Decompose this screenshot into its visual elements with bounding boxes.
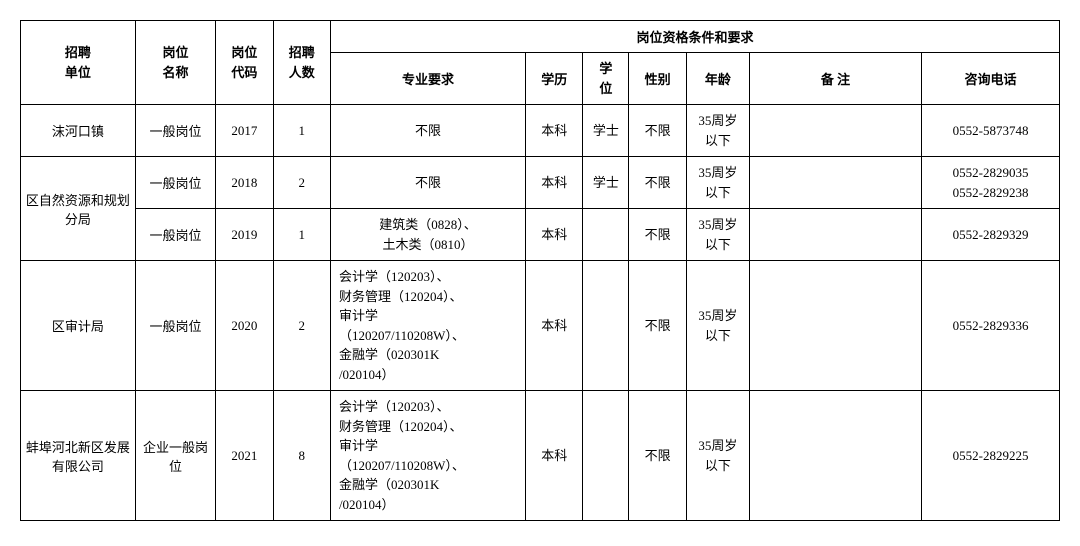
cell-posname: 一般岗位: [135, 105, 215, 157]
recruitment-table: 招聘 单位 岗位 名称 岗位 代码 招聘 人数 岗位资格条件和要求 专业要求 学…: [20, 20, 1060, 521]
cell-code: 2021: [216, 391, 273, 521]
cell-tel: 0552-2829329: [922, 209, 1060, 261]
cell-posname: 企业一般岗位: [135, 391, 215, 521]
cell-note: [749, 209, 921, 261]
cell-note: [749, 261, 921, 391]
header-edu: 学历: [526, 53, 583, 105]
header-degree: 学 位: [583, 53, 629, 105]
cell-note: [749, 105, 921, 157]
cell-posname: 一般岗位: [135, 261, 215, 391]
cell-degree: [583, 261, 629, 391]
cell-edu: 本科: [526, 391, 583, 521]
cell-unit: 区审计局: [21, 261, 136, 391]
cell-code: 2020: [216, 261, 273, 391]
cell-note: [749, 391, 921, 521]
cell-major: 建筑类（0828）、 土木类（0810）: [330, 209, 525, 261]
cell-degree: [583, 391, 629, 521]
header-unit: 招聘 单位: [21, 21, 136, 105]
cell-major: 会计学（120203）、 财务管理（120204）、 审计学 （120207/1…: [330, 261, 525, 391]
cell-code: 2017: [216, 105, 273, 157]
table-row: 沫河口镇一般岗位20171不限本科学士不限35周岁 以下0552-5873748: [21, 105, 1060, 157]
table-body: 沫河口镇一般岗位20171不限本科学士不限35周岁 以下0552-5873748…: [21, 105, 1060, 521]
cell-num: 1: [273, 209, 330, 261]
cell-unit: 蚌埠河北新区发展有限公司: [21, 391, 136, 521]
cell-age: 35周岁 以下: [686, 105, 749, 157]
table-row: 区审计局一般岗位20202会计学（120203）、 财务管理（120204）、 …: [21, 261, 1060, 391]
header-note: 备 注: [749, 53, 921, 105]
cell-posname: 一般岗位: [135, 209, 215, 261]
cell-major: 不限: [330, 157, 525, 209]
cell-edu: 本科: [526, 209, 583, 261]
cell-sex: 不限: [629, 157, 686, 209]
cell-age: 35周岁 以下: [686, 391, 749, 521]
cell-unit: 区自然资源和规划分局: [21, 157, 136, 261]
header-posname: 岗位 名称: [135, 21, 215, 105]
cell-tel: 0552-2829336: [922, 261, 1060, 391]
cell-degree: [583, 209, 629, 261]
cell-num: 8: [273, 391, 330, 521]
cell-unit: 沫河口镇: [21, 105, 136, 157]
table-row: 区自然资源和规划分局一般岗位20182不限本科学士不限35周岁 以下0552-2…: [21, 157, 1060, 209]
table-header: 招聘 单位 岗位 名称 岗位 代码 招聘 人数 岗位资格条件和要求 专业要求 学…: [21, 21, 1060, 105]
header-sex: 性别: [629, 53, 686, 105]
header-major: 专业要求: [330, 53, 525, 105]
cell-sex: 不限: [629, 391, 686, 521]
cell-degree: 学士: [583, 105, 629, 157]
cell-tel: 0552-2829225: [922, 391, 1060, 521]
cell-code: 2019: [216, 209, 273, 261]
cell-degree: 学士: [583, 157, 629, 209]
table-row: 蚌埠河北新区发展有限公司企业一般岗位20218会计学（120203）、 财务管理…: [21, 391, 1060, 521]
cell-tel: 0552-2829035 0552-2829238: [922, 157, 1060, 209]
cell-num: 2: [273, 261, 330, 391]
header-age: 年龄: [686, 53, 749, 105]
cell-major: 不限: [330, 105, 525, 157]
cell-age: 35周岁 以下: [686, 209, 749, 261]
header-requirements: 岗位资格条件和要求: [330, 21, 1059, 53]
table-row: 一般岗位20191建筑类（0828）、 土木类（0810）本科不限35周岁 以下…: [21, 209, 1060, 261]
cell-edu: 本科: [526, 261, 583, 391]
cell-edu: 本科: [526, 105, 583, 157]
cell-sex: 不限: [629, 261, 686, 391]
cell-code: 2018: [216, 157, 273, 209]
cell-major: 会计学（120203）、 财务管理（120204）、 审计学 （120207/1…: [330, 391, 525, 521]
cell-posname: 一般岗位: [135, 157, 215, 209]
cell-note: [749, 157, 921, 209]
cell-edu: 本科: [526, 157, 583, 209]
cell-age: 35周岁 以下: [686, 157, 749, 209]
cell-num: 1: [273, 105, 330, 157]
cell-tel: 0552-5873748: [922, 105, 1060, 157]
cell-age: 35周岁 以下: [686, 261, 749, 391]
header-poscode: 岗位 代码: [216, 21, 273, 105]
cell-num: 2: [273, 157, 330, 209]
header-hirenum: 招聘 人数: [273, 21, 330, 105]
cell-sex: 不限: [629, 209, 686, 261]
cell-sex: 不限: [629, 105, 686, 157]
header-tel: 咨询电话: [922, 53, 1060, 105]
